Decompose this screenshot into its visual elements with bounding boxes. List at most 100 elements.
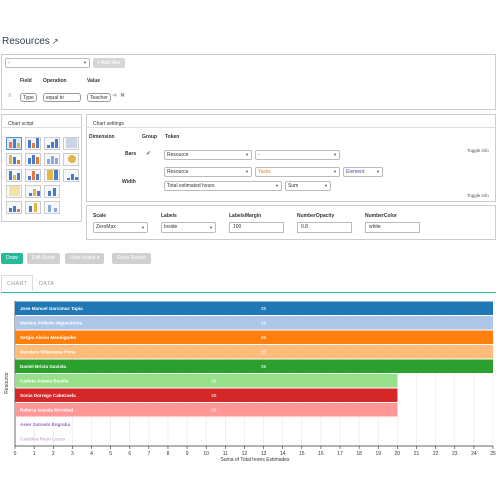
chart-thumb-area[interactable] [44,153,60,166]
chevron-down-icon: ▼ [333,152,337,157]
bars-label: Bars [125,151,137,157]
numbercolor-label: NumberColor [365,213,397,219]
excel-report-button[interactable]: Excel Report [112,253,151,264]
col-operation: Operation [43,78,67,84]
chart-thumb-grid[interactable] [6,185,22,198]
numbercolor-input[interactable]: white [365,222,420,233]
x-tick-label: 16 [318,451,324,457]
chart-thumb-bars[interactable] [6,137,22,150]
width-sub-select[interactable]: Tasks ▼ [255,167,340,177]
width-token-select[interactable]: Resource ▼ [164,167,252,177]
bars-token-select[interactable]: Resource ▼ [164,150,252,160]
bar[interactable] [15,330,493,345]
toggle-info-link[interactable]: Toggle info [467,148,489,153]
draw-button[interactable]: Draw [1,253,23,264]
chevron-down-icon: ▼ [245,152,249,157]
chart-thumb-treemap[interactable] [44,169,60,182]
bar-value-label: 20 [211,408,217,413]
col-dimension: Dimension [89,134,115,140]
chart-thumb-box[interactable] [44,201,60,214]
bar-category-label: Sonia Dorrego Cabezuela [20,393,76,398]
width-field-select[interactable]: Total estimated hours ▼ [164,181,282,191]
bar-value-label: 25 [261,335,267,340]
x-tick-label: 12 [242,451,248,457]
x-tick-label: 20 [395,451,401,457]
x-tick-label: 15 [299,451,305,457]
filters-panel: - ▼ + Add filter Field Operation Value ≡ … [1,54,496,110]
col-group: Group [142,134,157,140]
x-tick-label: 24 [471,451,477,457]
labelsmargin-input[interactable]: 100 [229,222,284,233]
x-tick-label: 14 [280,451,286,457]
chevron-down-icon: ▼ [324,183,328,188]
x-tick-label: 17 [337,451,343,457]
bar[interactable] [15,301,493,316]
chart-thumb-pie[interactable] [63,153,79,166]
chevron-down-icon: ▼ [275,183,279,188]
chart-settings-title: Chart settings [93,121,124,127]
chart-thumb-calendar[interactable] [6,201,22,214]
chart-thumb-stacked[interactable] [6,153,22,166]
x-tick-label: 3 [71,451,74,457]
x-tick-label: 6 [128,451,131,457]
chart-thumb-network[interactable] [63,169,79,182]
bar-value-label: 25 [261,350,267,355]
bar-value-label: 20 [211,379,217,384]
x-tick-label: 19 [375,451,381,457]
page-title: Resources ↗ [2,36,59,47]
chart-thumb-table[interactable] [63,137,79,150]
chart-thumb-lines[interactable] [44,137,60,150]
bar-category-label: Daniel Bricta Gaviola [20,364,66,369]
chevron-down-icon: ▼ [141,225,145,230]
bar-category-label: Jose Manuel Garcimas Tapia [20,306,83,311]
chevron-down-icon: ▼ [209,225,213,230]
bar[interactable] [15,345,493,359]
chart-thumb-hbars[interactable] [6,169,22,182]
arrow-right-icon[interactable]: ➜ [112,93,118,99]
add-filter-selector[interactable]: - ▼ [5,58,90,68]
chart-thumb-scatter[interactable] [25,185,41,198]
bars-token2-select[interactable]: - ▼ [255,150,340,160]
chart-thumb-mixed[interactable] [25,169,41,182]
numberopacity-input[interactable]: 0.8 [297,222,352,233]
bar[interactable] [15,388,398,403]
user-charts-button[interactable]: User charts ▾ [65,253,105,264]
divider [1,127,82,128]
edit-script-button[interactable]: Edit Script [27,253,60,264]
width-element-select[interactable]: Element ▼ [343,167,383,177]
col-token: Token [165,134,180,140]
filter-field[interactable]: Type [20,93,37,102]
width-agg-select[interactable]: Sum ▼ [285,181,331,191]
labels-select[interactable]: Inside ▼ [161,222,216,233]
filter-value[interactable]: Teacher [87,93,111,102]
bar[interactable] [15,374,398,388]
external-link-icon[interactable]: ↗ [51,37,59,46]
chart-thumb-bubble[interactable] [44,185,60,198]
add-filter-button[interactable]: + Add filter [93,58,125,68]
col-value: Value [87,78,101,84]
scale-select[interactable]: ZeroMax ▼ [93,222,148,233]
tabs-underline [1,292,496,293]
x-tick-label: 21 [414,451,420,457]
toggle-info-link-2[interactable]: Toggle info [467,193,489,198]
bar[interactable] [15,403,398,417]
bars-group-checkbox[interactable]: ✔ [146,151,152,157]
tab-chart[interactable]: CHART [7,281,28,287]
chevron-down-icon: ▼ [376,169,380,174]
tab-data[interactable]: DATA [39,281,55,287]
x-tick-label: 9 [186,451,189,457]
x-tick-label: 1 [33,451,36,457]
filter-operation[interactable]: equal to [43,93,81,102]
bar[interactable] [15,359,493,374]
chart-thumb-columns[interactable] [25,137,41,150]
chart-thumb-dots[interactable] [25,201,41,214]
bar-category-label: Sergio Aleixo Mendiguibe [20,335,76,340]
bar-chart: Resource Suma of Total hores Estimades 0… [4,301,496,463]
x-tick-label: 11 [223,451,228,457]
bar[interactable] [15,316,493,330]
width-label: Width [122,179,136,185]
bar-value-label: 20 [211,393,217,398]
chart-thumb-grouped[interactable] [25,153,41,166]
drag-handle-icon[interactable]: ≡ [8,93,12,99]
close-icon[interactable]: ✖ [120,93,126,99]
